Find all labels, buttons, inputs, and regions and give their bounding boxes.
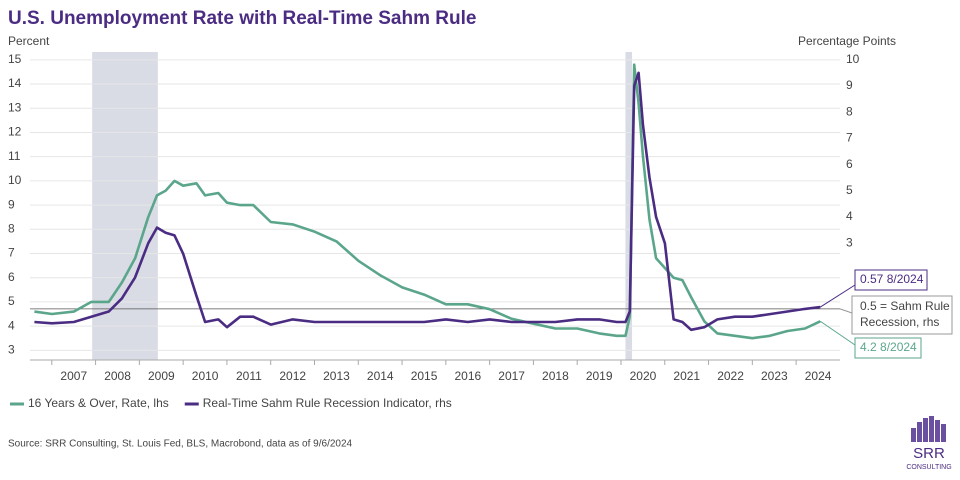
x-tick-label: 2008 xyxy=(104,369,131,383)
logo-subtext: CONSULTING xyxy=(906,464,951,471)
y-tick-label: 11 xyxy=(8,149,21,163)
y2-axis-label: Percentage Points xyxy=(798,34,896,48)
logo: SRR CONSULTING xyxy=(906,416,952,471)
x-tick-label: 2017 xyxy=(498,369,525,383)
x-tick-label: 2019 xyxy=(586,369,613,383)
y-tick-label: 3 xyxy=(8,342,15,356)
y-tick-label: 7 xyxy=(8,246,15,260)
annotation-box xyxy=(854,269,928,291)
annotation-leader xyxy=(820,320,856,346)
y-axis-label: Percent xyxy=(8,34,50,48)
y-tick-label: 10 xyxy=(8,173,22,187)
series-line xyxy=(34,63,821,340)
y-tick-label: 15 xyxy=(8,52,22,66)
y-tick-label: 9 xyxy=(8,197,15,211)
y2-tick-label: 8 xyxy=(846,104,853,118)
x-tick-label: 2020 xyxy=(630,369,657,383)
x-tick-label: 2010 xyxy=(192,369,219,383)
y-tick-label: 5 xyxy=(8,294,15,308)
annotation-leader xyxy=(839,308,853,314)
x-tick-label: 2018 xyxy=(542,369,569,383)
legend-label: Real-Time Sahm Rule Recession Indicator,… xyxy=(203,396,452,410)
x-tick-label: 2024 xyxy=(805,369,832,383)
annotation: Recession, rhs xyxy=(860,315,939,329)
x-tick-label: 2023 xyxy=(761,369,788,383)
y-tick-label: 8 xyxy=(8,221,15,235)
x-tick-label: 2013 xyxy=(323,369,350,383)
legend-label: 16 Years & Over, Rate, lhs xyxy=(28,396,169,410)
x-tick-label: 2011 xyxy=(236,369,262,383)
y-tick-label: 12 xyxy=(8,125,22,139)
source: Source: SRR Consulting, St. Louis Fed, B… xyxy=(8,439,353,450)
x-tick-label: 2007 xyxy=(60,369,87,383)
annotation-box xyxy=(851,295,953,335)
logo-text: SRR xyxy=(913,445,945,462)
y2-tick-label: 6 xyxy=(846,157,853,171)
y-tick-label: 14 xyxy=(8,76,22,90)
x-tick-label: 2021 xyxy=(673,369,700,383)
annotation: 0.57 8/2024 xyxy=(860,272,924,286)
y-tick-label: 13 xyxy=(8,100,22,114)
annotation: 4.2 8/2024 xyxy=(860,340,917,354)
y2-tick-label: 5 xyxy=(846,183,853,197)
x-tick-label: 2012 xyxy=(279,369,306,383)
chart-title: U.S. Unemployment Rate with Real-Time Sa… xyxy=(8,8,476,29)
annotation: 0.5 = Sahm Rule xyxy=(860,299,950,313)
x-tick-label: 2015 xyxy=(411,369,438,383)
x-tick-label: 2016 xyxy=(454,369,481,383)
y-tick-label: 6 xyxy=(8,270,15,284)
y2-tick-label: 10 xyxy=(846,52,860,66)
y-tick-label: 4 xyxy=(8,318,15,332)
y2-tick-label: 4 xyxy=(846,209,853,223)
recession-shade xyxy=(625,52,633,360)
y2-tick-label: 7 xyxy=(846,131,853,145)
annotation-box xyxy=(854,337,922,359)
x-tick-label: 2009 xyxy=(148,369,175,383)
annotation-leader xyxy=(820,284,856,308)
series-line xyxy=(34,71,821,332)
y2-tick-label: 3 xyxy=(846,235,853,249)
x-tick-label: 2014 xyxy=(367,369,394,383)
y2-tick-label: 9 xyxy=(846,78,853,92)
x-tick-label: 2022 xyxy=(717,369,744,383)
